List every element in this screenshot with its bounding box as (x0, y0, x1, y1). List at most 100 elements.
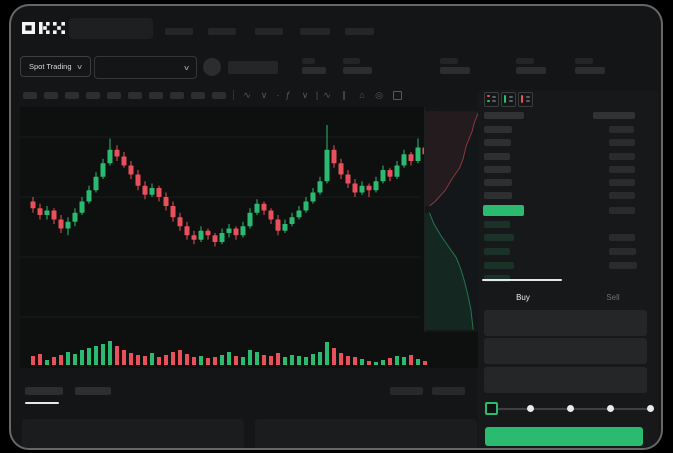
ask-amount-placeholder (609, 166, 635, 173)
bid-price-placeholder (484, 275, 510, 282)
fullscreen-glyph (392, 90, 402, 100)
order-input-placeholder[interactable] (484, 338, 647, 364)
bottom-panel[interactable] (255, 419, 477, 448)
ask-price-placeholder (484, 126, 512, 133)
chevron-down-icon[interactable]: ∨ (260, 89, 268, 100)
price-chart[interactable] (20, 107, 481, 368)
bottom-panel[interactable] (22, 419, 244, 448)
nav-item-placeholder[interactable] (300, 28, 330, 35)
ask-row[interactable] (478, 126, 658, 136)
icon-mark (509, 100, 513, 102)
slider-stop[interactable] (527, 405, 535, 412)
bid-row[interactable] (478, 221, 658, 231)
ask-row[interactable] (478, 179, 658, 189)
ticker-stat (575, 58, 609, 75)
pair-dropdown[interactable]: ∨ (94, 56, 197, 79)
alert-icon[interactable]: ◎ (375, 89, 383, 100)
chart-type-icon[interactable]: ∿ (243, 89, 251, 100)
search-box[interactable] (69, 18, 153, 39)
interval-button-placeholder[interactable] (128, 92, 142, 99)
order-input-placeholder[interactable] (484, 367, 647, 393)
ask-row[interactable] (478, 139, 658, 149)
last-amount-placeholder (609, 207, 635, 214)
ask-amount-placeholder (609, 179, 635, 186)
tab-buy[interactable]: Buy (478, 293, 568, 302)
snapshot-icon[interactable]: ⌂ (359, 90, 365, 100)
buy-button[interactable] (485, 427, 643, 446)
book-combined-icon[interactable] (484, 92, 499, 107)
bottom-tab-placeholder[interactable] (75, 387, 111, 395)
interval-button-placeholder[interactable] (86, 92, 100, 99)
chevron-down-icon: ∨ (75, 63, 83, 71)
nav-item-placeholder[interactable] (165, 28, 193, 35)
compare-icon[interactable]: ∥ (341, 89, 347, 100)
icon-mark (504, 95, 506, 103)
interval-button-placeholder[interactable] (107, 92, 121, 99)
ticker-stat (440, 58, 474, 75)
chevron-down-icon: ∨ (182, 64, 191, 72)
bid-row[interactable] (478, 262, 658, 272)
nav-item-placeholder[interactable] (255, 28, 283, 35)
ask-amount-placeholder (609, 139, 635, 146)
indicators-icon[interactable]: ƒ (285, 90, 291, 100)
interval-button-placeholder[interactable] (170, 92, 184, 99)
coin-icon (203, 58, 221, 76)
ask-amount-placeholder (609, 153, 635, 160)
last-price-bar[interactable] (483, 205, 524, 216)
stat-label-placeholder (575, 58, 593, 64)
tab-sell[interactable]: Sell (568, 293, 658, 302)
interval-button-placeholder[interactable] (65, 92, 79, 99)
volume-group (31, 341, 427, 365)
icon-mark (509, 96, 513, 98)
ask-price-placeholder (484, 192, 512, 199)
bottom-tab-placeholder[interactable] (25, 387, 63, 395)
bid-row[interactable] (478, 234, 658, 244)
okx-logo-glyph (22, 22, 65, 34)
okx-logo[interactable]: OKX (21, 20, 67, 36)
interval-button-placeholder[interactable] (149, 92, 163, 99)
nav-item-placeholder[interactable] (345, 28, 374, 35)
slider-stop[interactable] (567, 405, 574, 412)
dot-separator: · (276, 90, 280, 100)
bid-price-placeholder (484, 234, 514, 241)
bottom-action-placeholder[interactable] (390, 387, 423, 395)
icon-mark (521, 95, 523, 103)
ticker-stat (516, 58, 550, 75)
nav-item-placeholder[interactable] (208, 28, 236, 35)
bid-row[interactable] (478, 275, 658, 285)
market-type-dropdown[interactable]: Spot Trading ∨ (20, 56, 91, 77)
interval-button-placeholder[interactable] (23, 92, 37, 99)
ask-row[interactable] (478, 153, 658, 163)
interval-button-placeholder[interactable] (44, 92, 58, 99)
candlestick-chart[interactable] (20, 107, 480, 368)
depth-chart[interactable] (424, 107, 481, 332)
interval-button-placeholder[interactable] (191, 92, 205, 99)
interval-button-placeholder[interactable] (212, 92, 226, 99)
ask-row[interactable] (478, 192, 658, 202)
bottom-action-placeholder[interactable] (432, 387, 465, 395)
icon-mark (492, 100, 496, 102)
bid-price-placeholder (484, 248, 510, 255)
slider-handle[interactable] (484, 402, 498, 415)
fullscreen-icon[interactable] (391, 88, 403, 102)
icon-mark (487, 95, 490, 97)
bid-amount-placeholder (609, 262, 637, 269)
stat-value-placeholder (302, 67, 326, 74)
ask-price-placeholder (484, 139, 511, 146)
bid-row[interactable] (478, 248, 658, 258)
stat-value-placeholder (516, 67, 546, 74)
order-input-placeholder[interactable] (484, 310, 647, 336)
book-bids-icon[interactable] (501, 92, 516, 107)
slider-stop[interactable] (646, 405, 654, 412)
ask-amount-placeholder (609, 126, 634, 133)
ticker-stat (343, 58, 377, 75)
buy-tab-label: Buy (516, 293, 530, 302)
ask-row[interactable] (478, 166, 658, 176)
book-asks-icon[interactable] (518, 92, 533, 107)
logo-text: OKX (67, 20, 68, 21)
icon-mark (526, 96, 530, 98)
chevron-down-icon[interactable]: ∨ (301, 89, 309, 100)
line-tool-icon[interactable]: ∿ (323, 89, 331, 100)
order-book (478, 90, 658, 286)
slider-stop[interactable] (606, 405, 614, 412)
